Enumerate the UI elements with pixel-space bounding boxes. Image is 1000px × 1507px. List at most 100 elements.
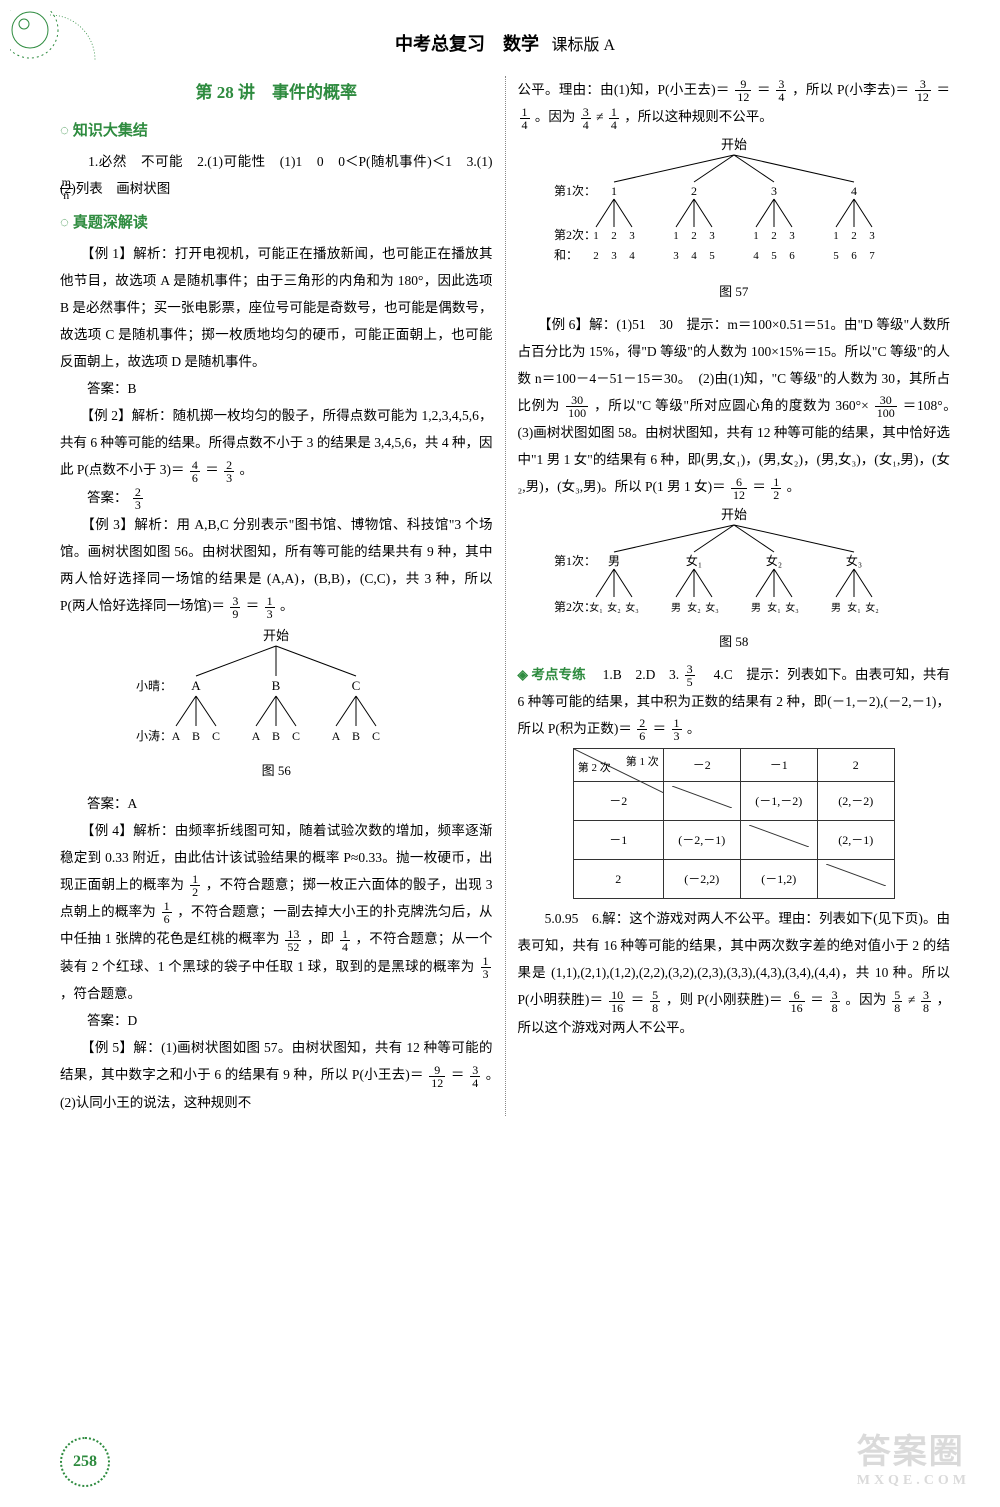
svg-text:A: A [172, 729, 181, 743]
svg-text:开始: 开始 [263, 628, 289, 643]
svg-text:7: 7 [869, 250, 875, 262]
example-2-answer: 答案： 23 [60, 484, 493, 511]
header-sub: 课标版 A [551, 37, 615, 54]
svg-text:3: 3 [869, 230, 875, 242]
svg-text:3: 3 [629, 230, 635, 242]
svg-text:B: B [272, 678, 281, 693]
page-number-badge: 258 [60, 1437, 110, 1487]
svg-text:开始: 开始 [721, 507, 747, 522]
svg-text:6: 6 [789, 250, 795, 262]
header-title: 中考总复习 数学 [395, 34, 539, 54]
svg-text:3: 3 [789, 230, 795, 242]
example-4-answer: 答案：D [60, 1007, 493, 1034]
svg-text:B: B [192, 729, 200, 743]
example-5-continued: 公平。理由：由(1)知，P(小王去)＝ 912 ＝ 34 ，所以 P(小李去)＝… [518, 76, 951, 131]
svg-text:第1次：: 第1次： [554, 184, 596, 198]
example-1-body: 【例 1】解析：打开电视机，可能正在播放新闻，也可能正在播放其他节目，故选项 A… [60, 240, 493, 375]
example-5-body: 【例 5】解：(1)画树状图如图 57。由树状图知，共有 12 种等可能的结果，… [60, 1034, 493, 1115]
figure-57-caption: 图 57 [518, 279, 951, 305]
svg-text:女₂: 女₂ [607, 601, 621, 614]
svg-text:小涛：: 小涛： [136, 728, 172, 743]
probability-table: 第 1 次 第 2 次 －2 －1 2 －2 (－1,－2) (2,－2) －1… [573, 748, 895, 899]
svg-text:女₃: 女₃ [625, 601, 639, 614]
svg-text:3: 3 [673, 250, 679, 262]
svg-text:6: 6 [851, 250, 857, 262]
svg-text:1: 1 [673, 230, 679, 242]
example-4-body: 【例 4】解析：由频率折线图可知，随着试验次数的增加，频率逐渐稳定到 0.33 … [60, 817, 493, 1008]
svg-text:和：: 和： [554, 248, 578, 262]
table-row: －1 (－2,－1) (2,－1) [573, 821, 894, 860]
svg-text:4: 4 [851, 184, 857, 198]
svg-text:C: C [292, 729, 300, 743]
svg-text:女₂: 女₂ [687, 601, 701, 614]
svg-text:第1次：: 第1次： [554, 554, 596, 568]
table-col-header: 2 [817, 749, 894, 782]
knowledge-text: 1.必然 不可能 2.(1)可能性 (1)1 0 0＜P(随机事件)＜1 3.(… [60, 148, 493, 202]
table-row: 2 (－2,2) (－1,2) [573, 860, 894, 899]
svg-text:女₁: 女₁ [767, 601, 781, 614]
left-column: 第 28 讲 事件的概率 知识大集结 1.必然 不可能 2.(1)可能性 (1)… [60, 76, 493, 1116]
svg-text:3: 3 [611, 250, 617, 262]
svg-text:5: 5 [771, 250, 777, 262]
heading-knowledge: 知识大集结 [60, 116, 493, 146]
svg-text:男: 男 [671, 602, 681, 614]
table-diag-header: 第 1 次 第 2 次 [573, 749, 663, 782]
svg-text:2: 2 [611, 230, 617, 242]
svg-text:3: 3 [771, 184, 777, 198]
tree-diagram-56: 开始 小晴： A B C 小涛： A B [60, 626, 493, 784]
svg-text:A: A [332, 729, 341, 743]
table-col-header: －2 [663, 749, 740, 782]
svg-text:3: 3 [709, 230, 715, 242]
figure-56-caption: 图 56 [60, 758, 493, 784]
svg-text:女₁: 女₁ [686, 553, 702, 568]
svg-text:1: 1 [611, 184, 617, 198]
svg-text:男: 男 [751, 602, 761, 614]
example-2-body: 【例 2】解析：随机掷一枚均匀的骰子，所得点数可能为 1,2,3,4,5,6，共… [60, 402, 493, 483]
svg-text:第2次：: 第2次： [554, 228, 596, 242]
svg-text:女₃: 女₃ [785, 601, 799, 614]
svg-text:2: 2 [851, 230, 857, 242]
example-3-answer: 答案：A [60, 790, 493, 817]
svg-text:B: B [272, 729, 280, 743]
svg-text:B: B [352, 729, 360, 743]
svg-text:女₁: 女₁ [589, 601, 603, 614]
heading-practice: ◈ 考点专练 [518, 667, 586, 682]
svg-text:2: 2 [691, 184, 697, 198]
svg-text:5: 5 [833, 250, 839, 262]
svg-text:男: 男 [608, 554, 620, 568]
svg-text:2: 2 [771, 230, 777, 242]
section-title: 第 28 讲 事件的概率 [60, 76, 493, 110]
watermark: 答案圈 MXQE.COM [857, 1424, 970, 1489]
practice-heading-line: ◈ 考点专练 1.B 2.D 3. 35 4.C 提示：列表如下。由表可知，共有… [518, 661, 951, 743]
svg-text:2: 2 [593, 250, 599, 262]
svg-text:1: 1 [753, 230, 759, 242]
svg-text:A: A [192, 678, 202, 693]
svg-text:女₃: 女₃ [705, 601, 719, 614]
heading-examples: 真题深解读 [60, 208, 493, 238]
figure-58-caption: 图 58 [518, 629, 951, 655]
tree-diagram-58: 开始 第1次： 男 女₁ 女₂ 女₃ [518, 507, 951, 655]
column-divider [505, 76, 506, 1116]
svg-text:男: 男 [831, 602, 841, 614]
example-1-answer: 答案：B [60, 375, 493, 402]
svg-text:4: 4 [753, 250, 759, 262]
svg-text:4: 4 [691, 250, 697, 262]
svg-text:开始: 开始 [721, 137, 747, 152]
svg-text:女₂: 女₂ [865, 601, 879, 614]
svg-text:女₂: 女₂ [766, 553, 782, 568]
example-3-body: 【例 3】解析：用 A,B,C 分别表示"图书馆、博物馆、科技馆"3 个场馆。画… [60, 511, 493, 619]
right-column: 公平。理由：由(1)知，P(小王去)＝ 912 ＝ 34 ，所以 P(小李去)＝… [518, 76, 951, 1116]
svg-text:1: 1 [833, 230, 839, 242]
question-5-6-body: 5.0.95 6.解：这个游戏对两人不公平。理由：列表如下(见下页)。由表可知，… [518, 905, 951, 1040]
svg-text:女₁: 女₁ [847, 601, 861, 614]
svg-text:2: 2 [691, 230, 697, 242]
svg-text:4: 4 [629, 250, 635, 262]
svg-text:C: C [352, 678, 361, 693]
tree-diagram-57: 开始 第1次： 1 2 3 4 第2 [518, 137, 951, 305]
svg-text:1: 1 [593, 230, 599, 242]
table-col-header: －1 [740, 749, 817, 782]
page-header: 中考总复习 数学 课标版 A [60, 30, 950, 56]
svg-text:5: 5 [709, 250, 715, 262]
svg-text:女₃: 女₃ [846, 553, 862, 568]
svg-text:A: A [252, 729, 261, 743]
